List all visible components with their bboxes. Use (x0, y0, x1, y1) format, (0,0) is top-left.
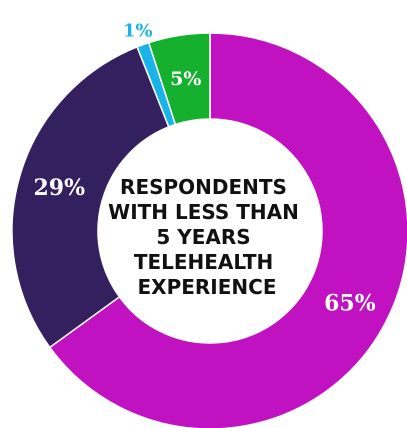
slice-label-0: 65% (324, 290, 376, 316)
slice-3 (147, 32, 211, 126)
slice-label-1: 29% (33, 175, 85, 201)
slice-label-3: 5% (170, 68, 201, 90)
slice-1 (11, 45, 170, 349)
slice-0 (48, 32, 407, 428)
center-label: RESPONDENTS WITH LESS THAN 5 YEARS TELEH… (108, 175, 306, 299)
center-line-1: RESPONDENTS (120, 175, 287, 199)
center-line-4: TELEHEALTH (134, 250, 273, 274)
center-line-3: 5 YEARS (156, 225, 250, 249)
center-line-2: WITH LESS THAN (108, 200, 299, 224)
donut-slices (11, 32, 407, 428)
slice-label-2: 1% (123, 21, 153, 42)
center-line-5: EXPERIENCE (138, 275, 277, 299)
slice-labels: 65% 29% 1% 5% (33, 21, 375, 317)
